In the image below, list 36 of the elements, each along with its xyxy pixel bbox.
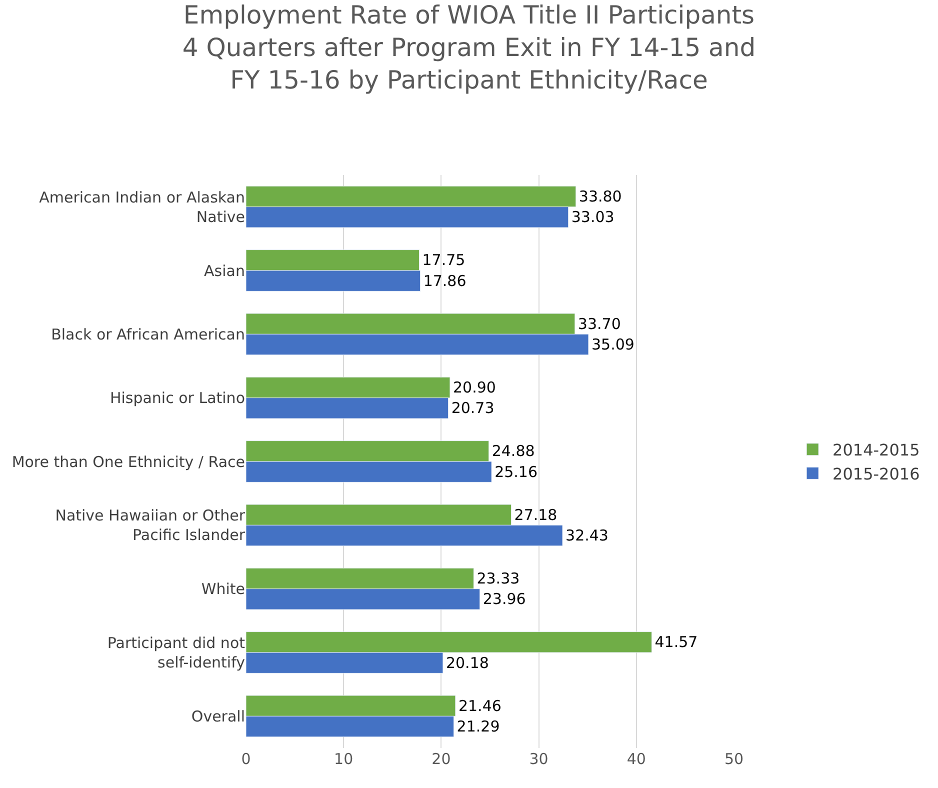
chart-title: Employment Rate of WIOA Title II Participants 4 Quarters after Program Exit in FY 14-15 and FY 15-16 by Participant Ethnicity/Race [182, 0, 756, 95]
data-label: 27.18 [514, 506, 558, 524]
data-label: 24.88 [492, 442, 535, 460]
y-tick-label: More than One Ethnicity / Race [12, 452, 245, 471]
x-tick-label: 30 [529, 750, 548, 768]
data-label: 41.57 [654, 633, 698, 652]
data-label: 21.46 [458, 696, 502, 715]
legend-label: 2014-2015 [832, 440, 920, 460]
x-tick-label: 20 [432, 750, 451, 768]
y-tick-label: White [201, 580, 245, 598]
data-label: 20.18 [446, 654, 489, 672]
x-tick-label: 40 [626, 750, 646, 768]
y-tick-label: Asian [204, 262, 245, 280]
y-tick-label: Black or African American [51, 325, 245, 344]
legend-label: 2015-2016 [832, 464, 920, 484]
y-tick-label: Native Hawaiian or Other Pacific Islander [55, 506, 246, 544]
data-label: 20.90 [452, 378, 496, 396]
x-tick-label: 0 [241, 750, 251, 768]
data-label: 17.75 [422, 251, 466, 270]
data-label: 23.33 [476, 569, 520, 588]
data-label: 25.16 [494, 462, 538, 481]
y-tick-label: Participant did not self-identify [107, 634, 246, 672]
y-tick-label: American Indian or Alaskan Native [39, 188, 245, 226]
data-label: 33.80 [578, 187, 622, 206]
x-tick-label: 50 [724, 750, 744, 768]
data-label: 21.29 [456, 718, 500, 736]
y-tick-label: Hispanic or Latino [110, 389, 245, 408]
data-label: 23.96 [482, 590, 526, 608]
data-label: 33.03 [571, 208, 614, 226]
data-label: 20.73 [451, 399, 494, 418]
data-label: 33.70 [578, 314, 621, 333]
data-label: 32.43 [566, 526, 608, 545]
data-label: 35.09 [591, 336, 634, 354]
y-tick-label: Overall [191, 707, 245, 726]
data-label: 17.86 [423, 272, 466, 290]
x-tick-label: 10 [334, 750, 354, 768]
